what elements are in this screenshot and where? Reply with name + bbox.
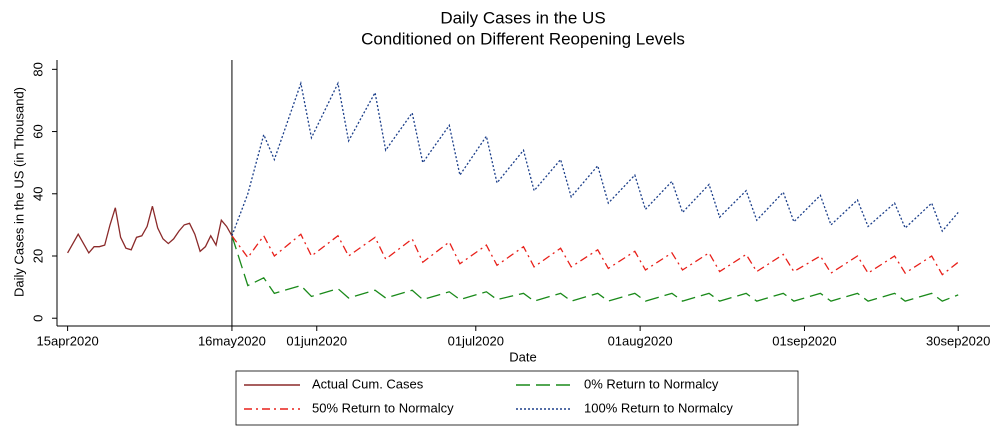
x-axis-label: Date — [509, 349, 536, 364]
x-tick-label: 16may2020 — [198, 333, 266, 348]
y-axis-label: Daily Cases in the US (in Thousand) — [11, 87, 26, 297]
x-tick-label: 30sep2020 — [926, 333, 990, 348]
legend-label: 50% Return to Normalcy — [312, 400, 454, 415]
x-tick-label: 01sep2020 — [772, 333, 836, 348]
series-line — [231, 233, 959, 276]
series-line — [67, 206, 233, 255]
series-line — [231, 80, 959, 237]
y-tick-label: 20 — [30, 249, 45, 263]
chart-subtitle: Conditioned on Different Reopening Level… — [361, 29, 685, 48]
legend-label: 0% Return to Normalcy — [584, 376, 719, 391]
legend-label: Actual Cum. Cases — [312, 376, 424, 391]
y-tick-label: 40 — [30, 187, 45, 201]
y-tick-label: 60 — [30, 124, 45, 138]
x-tick-label: 01jul2020 — [448, 333, 504, 348]
legend-box — [235, 370, 799, 426]
x-tick-label: 01aug2020 — [608, 333, 673, 348]
x-tick-label: 15apr2020 — [37, 333, 99, 348]
y-tick-label: 0 — [30, 315, 45, 322]
y-tick-label: 80 — [30, 62, 45, 76]
chart-title: Daily Cases in the US — [440, 8, 605, 27]
series-line — [231, 235, 959, 302]
legend-label: 100% Return to Normalcy — [584, 400, 733, 415]
x-tick-label: 01jun2020 — [286, 333, 347, 348]
